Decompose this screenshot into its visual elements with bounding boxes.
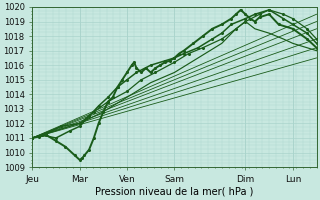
- X-axis label: Pression niveau de la mer( hPa ): Pression niveau de la mer( hPa ): [95, 187, 253, 197]
